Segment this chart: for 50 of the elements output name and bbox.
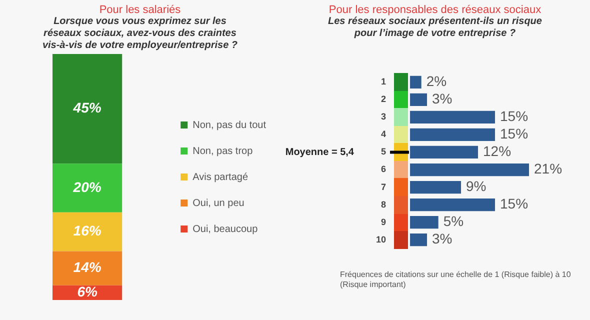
data-label: 6% <box>77 284 98 300</box>
bar <box>52 212 122 252</box>
bar <box>52 251 122 286</box>
legend-label: Oui, beaucoup <box>192 224 258 235</box>
chart-subtitle: Lorsque vous vous exprimez sur les réseaux sociaux, avez-vous des craintes vis-à-vis de votre employeur/entreprise ? <box>41 16 239 52</box>
chart-title: Pour les salariés <box>98 4 182 16</box>
y-tick-label: 1 <box>380 76 386 87</box>
bar <box>410 234 428 246</box>
text: Fréquences de citations sur une échelle de 1 (Risque faible) à 10 (Risque important) <box>339 270 572 290</box>
bar <box>52 164 122 212</box>
text: Moyenne = 5,4 <box>285 146 354 158</box>
y-tick-label: 5 <box>380 146 386 157</box>
y-tick-label: 9 <box>380 216 386 227</box>
data-label: 2% <box>426 73 447 90</box>
chart-title: Pour les responsables des réseaux sociaux <box>328 4 542 16</box>
data-label: 3% <box>432 230 452 247</box>
data-label: 5% <box>443 213 464 230</box>
bar <box>410 163 530 176</box>
bar <box>410 76 422 88</box>
y-tick-label: 2 <box>380 94 386 104</box>
data-label: 3% <box>432 90 452 107</box>
bar <box>410 216 438 229</box>
bar <box>410 198 496 212</box>
data-label: 45% <box>72 100 102 116</box>
y-tick-label: 10 <box>376 234 386 244</box>
data-label: 20% <box>72 178 102 195</box>
bar <box>410 180 462 194</box>
data-label: 15% <box>500 108 528 124</box>
chart-subtitle: Les réseaux sociaux présentent-ils un risque pour l’image de votre entreprise ? <box>327 16 543 41</box>
y-tick-label: 4 <box>380 129 386 140</box>
legend-label: Avis partagé <box>192 172 248 183</box>
data-label: 21% <box>534 160 562 177</box>
data-label: 12% <box>483 143 512 160</box>
bar <box>410 93 428 106</box>
data-label: 9% <box>466 178 486 194</box>
y-tick-label: 8 <box>380 199 386 210</box>
data-label: 14% <box>73 259 102 276</box>
bar <box>410 146 478 159</box>
data-label: 16% <box>73 222 102 239</box>
y-tick-label: 7 <box>380 182 386 192</box>
legend-label: Non, pas trop <box>192 146 254 157</box>
bar <box>52 54 122 164</box>
legend-label: Oui, un peu <box>192 198 244 209</box>
bar <box>410 110 496 124</box>
data-label: 15% <box>500 196 528 212</box>
y-tick-label: 3 <box>380 112 386 122</box>
data-label: 15% <box>500 126 528 142</box>
y-tick-label: 6 <box>380 164 386 174</box>
bar <box>410 128 496 142</box>
legend-label: Non, pas du tout <box>192 120 266 131</box>
